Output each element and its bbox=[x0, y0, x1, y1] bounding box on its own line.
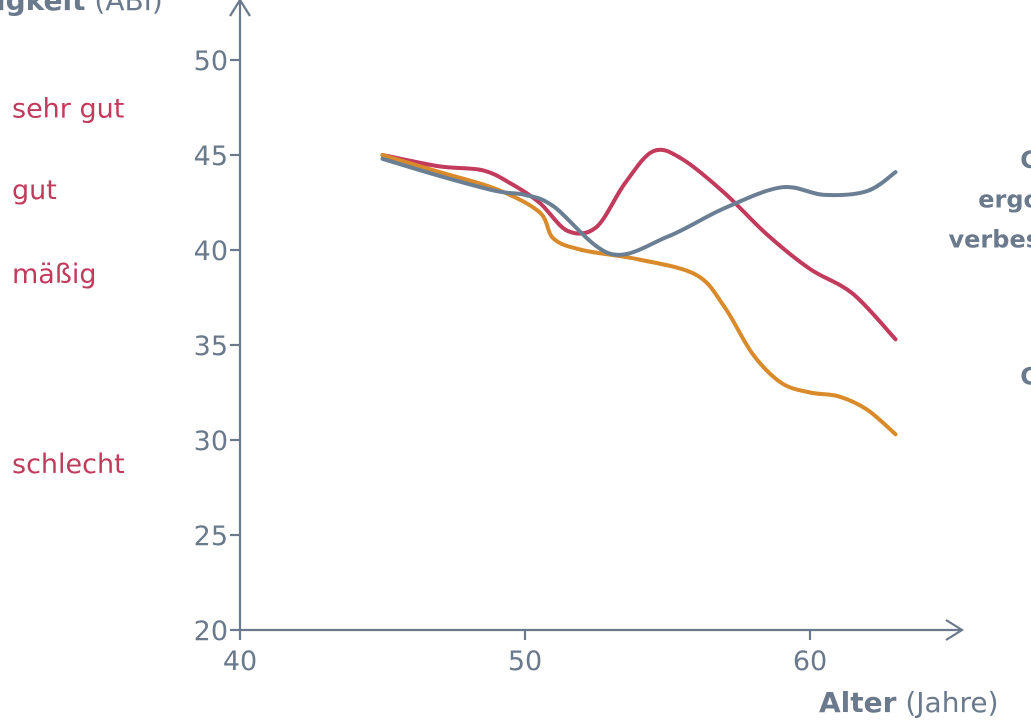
legend-label: verbes bbox=[949, 226, 1031, 254]
y-tick-label: 20 bbox=[194, 616, 228, 647]
y-tick-label: 30 bbox=[194, 426, 228, 457]
category-label: sehr gut bbox=[12, 94, 124, 125]
y-tick-label: 50 bbox=[194, 46, 228, 77]
legend-fragments: Gergo verbes G bbox=[949, 146, 1031, 391]
series-group bbox=[380, 147, 898, 437]
category-label: mäßig bbox=[12, 259, 97, 290]
legend-label: ergo bbox=[978, 186, 1031, 214]
x-axis-arrow bbox=[945, 619, 965, 641]
x-tick-label: 50 bbox=[508, 646, 542, 677]
y-axis-arrow bbox=[229, 0, 251, 17]
y-tick-label: 35 bbox=[194, 331, 228, 362]
x-ticks: 40 50 60 bbox=[223, 630, 827, 677]
y-axis-title-unit: (ABI) bbox=[94, 0, 162, 17]
legend-label: G bbox=[1020, 362, 1031, 390]
legend-label: G bbox=[1020, 146, 1031, 174]
category-label: schlecht bbox=[12, 449, 125, 480]
y-tick-label: 40 bbox=[194, 236, 228, 267]
y-tick-label: 25 bbox=[194, 521, 228, 552]
x-axis-title: Alter (Jahre) bbox=[819, 686, 999, 719]
category-labels: sehr gut gut mäßig schlecht bbox=[12, 94, 125, 480]
series-line-gray bbox=[380, 156, 898, 257]
x-tick-label: 60 bbox=[793, 646, 827, 677]
series-line-red bbox=[380, 147, 898, 342]
y-tick-label: 45 bbox=[194, 141, 228, 172]
x-axis-title-main: Alter bbox=[819, 686, 897, 719]
category-label: gut bbox=[12, 175, 57, 206]
x-tick-label: 40 bbox=[223, 646, 257, 677]
series-line-orange bbox=[380, 153, 898, 437]
y-ticks: 20 25 30 35 40 45 50 bbox=[194, 46, 240, 647]
x-axis-title-unit: (Jahre) bbox=[905, 686, 998, 719]
y-axis-title: igkeit (ABI) bbox=[0, 0, 163, 17]
y-axis-title-main: igkeit bbox=[0, 0, 85, 17]
